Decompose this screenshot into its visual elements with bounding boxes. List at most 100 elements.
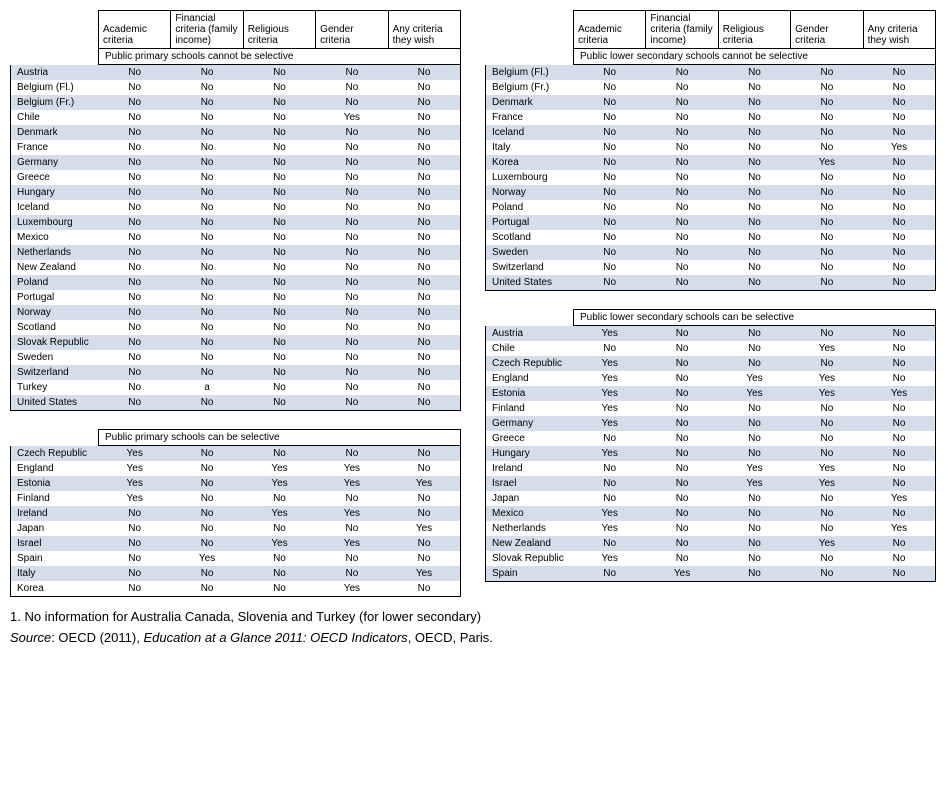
value-cell: No bbox=[718, 536, 790, 551]
value-cell: No bbox=[718, 551, 790, 566]
column-header: Financial criteria (family income) bbox=[646, 11, 718, 49]
value-cell: No bbox=[574, 125, 646, 140]
value-cell: No bbox=[863, 356, 935, 371]
value-cell: No bbox=[99, 395, 171, 411]
value-cell: No bbox=[574, 155, 646, 170]
subhead-blank bbox=[486, 310, 574, 326]
value-cell: No bbox=[574, 170, 646, 185]
value-cell: No bbox=[171, 581, 243, 597]
table-subtitle: Public primary schools cannot be selecti… bbox=[99, 49, 461, 65]
country-cell: France bbox=[11, 140, 99, 155]
value-cell: No bbox=[863, 245, 935, 260]
value-cell: No bbox=[316, 491, 388, 506]
country-cell: Iceland bbox=[11, 200, 99, 215]
value-cell: No bbox=[243, 446, 315, 462]
value-cell: No bbox=[574, 215, 646, 230]
header-blank bbox=[486, 11, 574, 49]
value-cell: No bbox=[863, 446, 935, 461]
value-cell: No bbox=[718, 260, 790, 275]
value-cell: No bbox=[171, 140, 243, 155]
value-cell: No bbox=[791, 356, 863, 371]
footnote-1: 1. No information for Australia Canada, … bbox=[10, 609, 936, 624]
country-cell: France bbox=[486, 110, 574, 125]
value-cell: No bbox=[171, 476, 243, 491]
value-cell: No bbox=[791, 185, 863, 200]
country-cell: Japan bbox=[11, 521, 99, 536]
value-cell: No bbox=[388, 110, 460, 125]
value-cell: No bbox=[791, 110, 863, 125]
value-cell: No bbox=[99, 275, 171, 290]
value-cell: No bbox=[171, 446, 243, 462]
table-row: GreeceNoNoNoNoNo bbox=[486, 431, 936, 446]
table-row: NetherlandsNoNoNoNoNo bbox=[11, 245, 461, 260]
value-cell: No bbox=[646, 551, 718, 566]
value-cell: No bbox=[243, 65, 315, 81]
table-row: HungaryNoNoNoNoNo bbox=[11, 185, 461, 200]
value-cell: No bbox=[316, 380, 388, 395]
value-cell: No bbox=[316, 335, 388, 350]
subhead-blank bbox=[11, 430, 99, 446]
table-row: KoreaNoNoNoYesNo bbox=[11, 581, 461, 597]
value-cell: No bbox=[718, 155, 790, 170]
value-cell: No bbox=[316, 140, 388, 155]
value-cell: No bbox=[99, 350, 171, 365]
value-cell: No bbox=[646, 155, 718, 170]
value-cell: No bbox=[99, 140, 171, 155]
value-cell: Yes bbox=[791, 386, 863, 401]
value-cell: No bbox=[388, 581, 460, 597]
table-primary-cannot: Academic criteriaFinancial criteria (fam… bbox=[10, 10, 461, 411]
value-cell: No bbox=[863, 476, 935, 491]
value-cell: Yes bbox=[574, 371, 646, 386]
value-cell: No bbox=[316, 65, 388, 81]
value-cell: No bbox=[863, 506, 935, 521]
value-cell: No bbox=[646, 341, 718, 356]
value-cell: No bbox=[646, 140, 718, 155]
table-row: MexicoNoNoNoNoNo bbox=[11, 230, 461, 245]
value-cell: Yes bbox=[574, 446, 646, 461]
value-cell: No bbox=[574, 491, 646, 506]
value-cell: No bbox=[863, 401, 935, 416]
value-cell: No bbox=[99, 506, 171, 521]
value-cell: No bbox=[171, 110, 243, 125]
value-cell: No bbox=[863, 200, 935, 215]
value-cell: No bbox=[99, 170, 171, 185]
country-cell: Ireland bbox=[486, 461, 574, 476]
value-cell: Yes bbox=[243, 536, 315, 551]
column-header: Academic criteria bbox=[99, 11, 171, 49]
country-cell: Denmark bbox=[486, 95, 574, 110]
value-cell: No bbox=[171, 260, 243, 275]
value-cell: No bbox=[171, 290, 243, 305]
value-cell: No bbox=[99, 521, 171, 536]
table-row: Belgium (Fr.)NoNoNoNoNo bbox=[486, 80, 936, 95]
value-cell: No bbox=[718, 566, 790, 582]
value-cell: No bbox=[388, 95, 460, 110]
column-header: Financial criteria (family income) bbox=[171, 11, 243, 49]
table-subtitle: Public lower secondary schools can be se… bbox=[574, 310, 936, 326]
value-cell: No bbox=[316, 305, 388, 320]
value-cell: No bbox=[863, 536, 935, 551]
value-cell: No bbox=[171, 155, 243, 170]
value-cell: Yes bbox=[791, 461, 863, 476]
value-cell: No bbox=[646, 230, 718, 245]
country-cell: Belgium (Fr.) bbox=[486, 80, 574, 95]
table-row: IcelandNoNoNoNoNo bbox=[486, 125, 936, 140]
country-cell: Belgium (Fl.) bbox=[11, 80, 99, 95]
value-cell: No bbox=[171, 215, 243, 230]
value-cell: No bbox=[718, 416, 790, 431]
country-cell: Korea bbox=[486, 155, 574, 170]
table-row: Belgium (Fl.)NoNoNoNoNo bbox=[486, 65, 936, 81]
country-cell: Mexico bbox=[11, 230, 99, 245]
value-cell: No bbox=[99, 260, 171, 275]
value-cell: Yes bbox=[863, 386, 935, 401]
value-cell: Yes bbox=[791, 371, 863, 386]
value-cell: No bbox=[171, 305, 243, 320]
country-cell: Belgium (Fl.) bbox=[486, 65, 574, 81]
value-cell: No bbox=[316, 551, 388, 566]
value-cell: Yes bbox=[388, 476, 460, 491]
value-cell: No bbox=[388, 335, 460, 350]
subhead-blank bbox=[11, 49, 99, 65]
value-cell: No bbox=[574, 476, 646, 491]
value-cell: No bbox=[99, 230, 171, 245]
table-row: New ZealandNoNoNoYesNo bbox=[486, 536, 936, 551]
value-cell: Yes bbox=[99, 491, 171, 506]
